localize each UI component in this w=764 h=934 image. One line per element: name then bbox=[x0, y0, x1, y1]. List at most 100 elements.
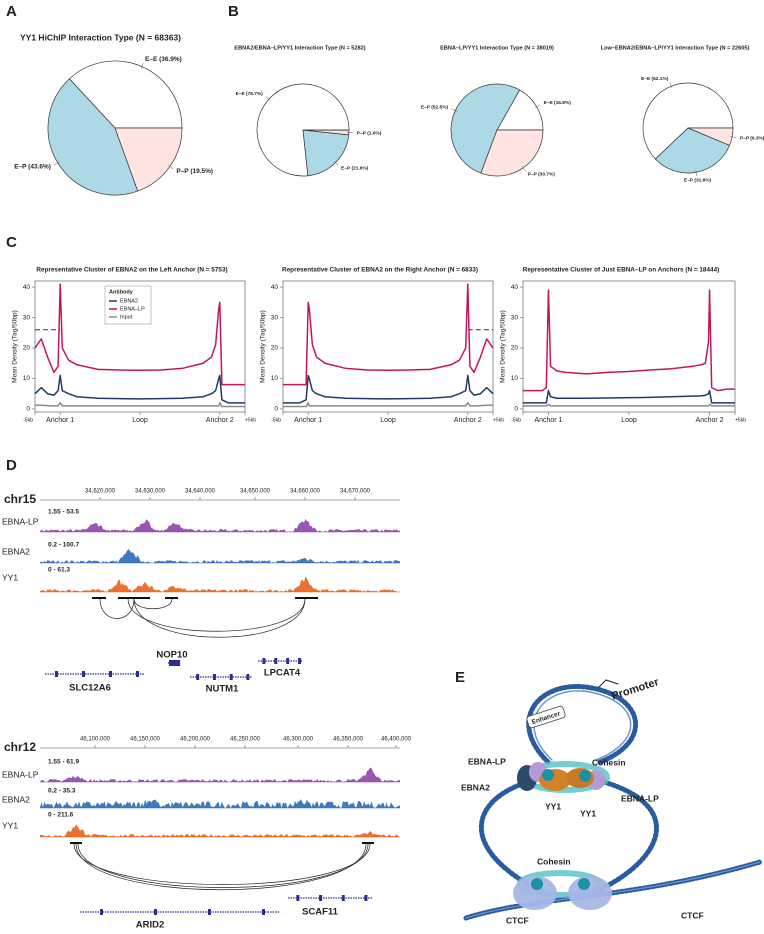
series-line bbox=[283, 402, 493, 408]
cohesin-head bbox=[542, 769, 554, 781]
y-tick-label: 30 bbox=[511, 314, 519, 321]
track-name: EBNA-LP bbox=[2, 516, 39, 526]
label-leader bbox=[54, 161, 60, 166]
cohesin-head bbox=[531, 878, 543, 890]
x-tick-label: Anchor 2 bbox=[206, 417, 234, 424]
y-tick-label: 40 bbox=[271, 284, 279, 291]
y-tick-label: 0 bbox=[274, 406, 278, 413]
label-leader bbox=[140, 62, 144, 69]
gene-name: LPCAT4 bbox=[264, 668, 301, 679]
model-label: Promoter bbox=[610, 676, 661, 703]
pie-title: Low–EBNA2/EBNA–LP/YY1 Interaction Type (… bbox=[601, 45, 750, 51]
pie-title: YY1 HiChIP Interaction Type (N = 68363) bbox=[20, 32, 181, 42]
panel-letter: A bbox=[6, 3, 17, 20]
slice-label: P–P (19.5%) bbox=[176, 168, 213, 175]
track-range: 0 - 61.3 bbox=[48, 567, 70, 574]
y-tick-label: 40 bbox=[511, 284, 519, 291]
y-tick-label: 0 bbox=[514, 406, 518, 413]
pie-title: EBNA–LP/YY1 Interaction Type (N = 38019) bbox=[440, 45, 554, 51]
signal-track bbox=[40, 767, 400, 782]
slice-label: P–P (1.6%) bbox=[357, 130, 382, 136]
y-tick-label: 40 bbox=[23, 284, 31, 291]
label-leader bbox=[168, 165, 174, 170]
chart-title: Representative Cluster of EBNA2 on the R… bbox=[282, 267, 478, 274]
promoter-arrow bbox=[597, 679, 619, 689]
panel-letter: D bbox=[6, 457, 17, 474]
coordinate-label: 46,250,000 bbox=[230, 737, 261, 743]
track-name: YY1 bbox=[2, 820, 18, 830]
gene-exon bbox=[229, 674, 233, 680]
x-tick-label: +5kb bbox=[493, 417, 504, 423]
signal-track bbox=[40, 799, 400, 808]
slice-label: E–P (21.6%) bbox=[341, 165, 369, 171]
slice-label: E–E (36.9%) bbox=[145, 56, 182, 63]
signal-track bbox=[40, 824, 400, 837]
x-tick-label: Anchor 2 bbox=[696, 417, 724, 424]
model-label: EBNA-LP bbox=[468, 756, 506, 766]
loop-arc bbox=[77, 843, 369, 888]
gene-exon bbox=[100, 909, 103, 915]
y-tick-label: 20 bbox=[271, 345, 279, 352]
coordinate-label: 46,300,000 bbox=[283, 737, 314, 743]
plot-frame bbox=[522, 280, 736, 413]
loop-arc bbox=[73, 843, 371, 885]
ctcf-protein bbox=[513, 876, 557, 910]
gene-exon bbox=[212, 674, 216, 680]
y-axis-label: Mean Density (Tag/50bp) bbox=[12, 310, 19, 383]
plot-frame bbox=[282, 280, 494, 413]
cohesin-head bbox=[578, 878, 590, 890]
x-tick-label: Anchor 1 bbox=[46, 417, 74, 424]
chrom-label: chr15 bbox=[4, 492, 36, 506]
x-tick-label: +5kb bbox=[735, 417, 746, 423]
loop-arc bbox=[127, 598, 306, 632]
coordinate-label: 34,660,000 bbox=[290, 489, 321, 495]
dna-strand bbox=[533, 690, 632, 761]
legend-label: Input bbox=[120, 314, 133, 320]
coordinate-label: 34,630,000 bbox=[135, 489, 166, 495]
gene-name: SLC12A6 bbox=[69, 683, 111, 694]
x-tick-label: -5kb bbox=[23, 417, 33, 423]
y-tick-label: 20 bbox=[23, 345, 31, 352]
signal-track bbox=[40, 576, 400, 592]
series-line bbox=[523, 389, 735, 404]
track-range: 1.55 - 61.9 bbox=[48, 759, 79, 766]
gene-exon bbox=[82, 671, 85, 677]
gene-exon bbox=[136, 671, 139, 677]
gene-exon bbox=[177, 660, 181, 666]
x-tick-label: +5kb bbox=[245, 417, 256, 423]
x-tick-label: Loop bbox=[132, 417, 148, 424]
track-name: EBNA-LP bbox=[2, 769, 39, 779]
track-range: 0 - 211.6 bbox=[48, 812, 74, 819]
label-leader bbox=[695, 170, 698, 177]
coordinate-label: 46,200,000 bbox=[180, 737, 211, 743]
y-tick-label: 20 bbox=[511, 345, 519, 352]
legend-title: Antibody bbox=[109, 289, 134, 295]
track-range: 0.2 - 35.3 bbox=[48, 788, 76, 795]
y-axis-label: Mean Density (Tag/50bp) bbox=[500, 310, 507, 383]
gene-exon bbox=[274, 658, 278, 664]
x-tick-label: -5kb bbox=[511, 417, 521, 423]
y-tick-label: 10 bbox=[511, 375, 519, 382]
cohesin-head bbox=[579, 770, 591, 782]
coordinate-label: 46,400,000 bbox=[381, 737, 412, 743]
gene-exon bbox=[154, 909, 157, 915]
series-line bbox=[283, 283, 494, 386]
gene-exon bbox=[196, 674, 200, 680]
chart-title: Representative Cluster of Just EBNA–LP o… bbox=[523, 267, 720, 274]
gene-name: NOP10 bbox=[156, 650, 187, 661]
x-tick-label: Loop bbox=[380, 417, 396, 424]
y-tick-label: 10 bbox=[271, 375, 279, 382]
series-line bbox=[523, 403, 735, 407]
gene-exon bbox=[246, 674, 250, 680]
loop-arc bbox=[75, 843, 367, 890]
gene-exon bbox=[55, 671, 58, 677]
label-leader bbox=[265, 96, 271, 101]
gene-name: SCAF11 bbox=[302, 907, 339, 918]
gene-exon bbox=[174, 660, 178, 666]
track-range: 1.55 - 53.5 bbox=[48, 509, 79, 516]
slice-label: E–P (43.6%) bbox=[14, 164, 51, 171]
model-label: EBNA2 bbox=[461, 782, 490, 792]
enhancer-box bbox=[526, 705, 566, 729]
gene-exon bbox=[171, 660, 175, 666]
series-line bbox=[34, 283, 245, 386]
